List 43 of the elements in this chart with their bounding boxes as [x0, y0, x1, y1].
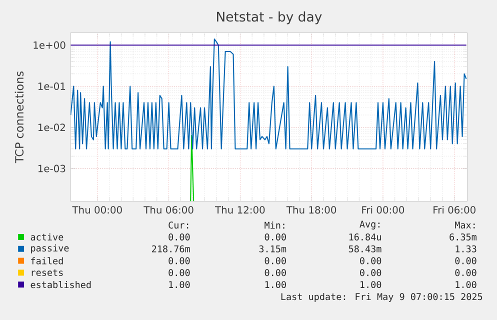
text: 0.00	[360, 257, 382, 264]
text: 1.00	[360, 280, 382, 288]
y-tick-label: 1e-01	[38, 82, 66, 90]
line-series	[70, 38, 467, 150]
text: 1.00	[169, 280, 190, 288]
x-tick-label: Fri 00:00	[362, 206, 404, 214]
text: Cur:	[168, 221, 188, 228]
y-axis-title: TCP connections	[14, 71, 24, 163]
text: Min:	[264, 221, 284, 228]
y-tick-label: 1e+00	[34, 41, 66, 49]
y-tick-label: 1e-02	[38, 124, 65, 132]
text: 3.15m	[259, 245, 286, 252]
text: Last update: Fri May 9 07:00:15 2025	[281, 292, 482, 302]
text: 6.35m	[450, 233, 476, 240]
legend-label: failed	[31, 257, 63, 264]
text: 1.00	[265, 280, 286, 288]
text: 0.00	[168, 257, 190, 264]
x-tick-label: Thu 00:00	[72, 206, 122, 214]
legend-label: established	[30, 280, 91, 288]
x-tick-label: Fri 06:00	[434, 206, 476, 214]
legend-label: active	[30, 233, 64, 240]
x-tick-label: Thu 18:00	[286, 206, 336, 214]
x-tick-label: Thu 06:00	[144, 206, 194, 214]
x-tick-label: Thu 12:00	[214, 206, 265, 214]
text: 1.00	[456, 280, 476, 288]
text: 0.00	[455, 257, 476, 264]
text: Avg:	[360, 220, 380, 230]
text: 0.00	[168, 233, 190, 240]
text: 0.00	[455, 269, 476, 276]
legend-label: passive	[31, 244, 69, 254]
text: 0.00	[168, 269, 190, 276]
text: 0.00	[264, 233, 286, 240]
text: 0.00	[264, 269, 286, 276]
text: 218.76m	[152, 245, 190, 252]
text: 58.43m	[348, 245, 382, 252]
text: 1.33	[456, 245, 476, 252]
text: 16.84u	[349, 233, 381, 240]
legend-label: resets	[32, 269, 63, 276]
text: Max:	[455, 222, 475, 228]
chart-title: Netstat - by day	[217, 11, 322, 24]
text: 0.00	[360, 269, 382, 276]
y-tick-label: 1e-03	[38, 164, 66, 172]
text: 0.00	[264, 257, 286, 264]
